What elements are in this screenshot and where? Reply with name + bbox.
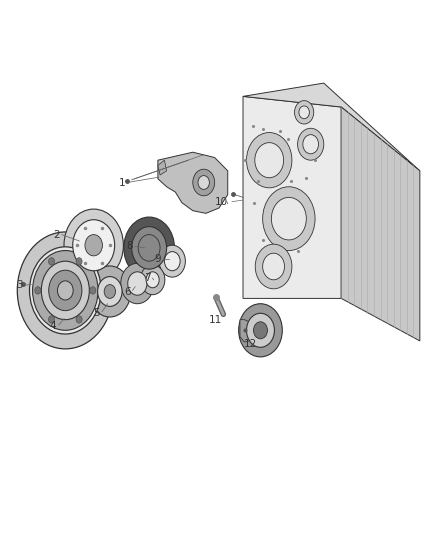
Circle shape bbox=[124, 217, 174, 279]
Polygon shape bbox=[158, 152, 228, 213]
Circle shape bbox=[254, 322, 268, 339]
Text: 11: 11 bbox=[209, 314, 222, 325]
Circle shape bbox=[76, 316, 82, 323]
Text: 8: 8 bbox=[127, 241, 133, 251]
Circle shape bbox=[164, 252, 180, 271]
Circle shape bbox=[132, 227, 166, 269]
Text: 5: 5 bbox=[93, 308, 100, 318]
Circle shape bbox=[104, 285, 116, 298]
Circle shape bbox=[89, 266, 131, 317]
Text: 2: 2 bbox=[53, 230, 60, 240]
Text: 10: 10 bbox=[215, 197, 228, 207]
Circle shape bbox=[41, 261, 89, 320]
Circle shape bbox=[141, 265, 165, 295]
Polygon shape bbox=[158, 160, 166, 175]
Text: 1: 1 bbox=[119, 177, 125, 188]
Text: 4: 4 bbox=[50, 321, 57, 331]
Circle shape bbox=[49, 316, 55, 323]
Circle shape bbox=[146, 272, 159, 288]
Circle shape bbox=[138, 235, 160, 261]
Circle shape bbox=[247, 133, 292, 188]
Circle shape bbox=[29, 247, 101, 334]
Circle shape bbox=[57, 281, 73, 300]
Text: 9: 9 bbox=[155, 254, 161, 263]
Circle shape bbox=[255, 143, 284, 177]
Circle shape bbox=[263, 253, 285, 280]
Polygon shape bbox=[341, 107, 420, 341]
Circle shape bbox=[32, 251, 98, 330]
Text: 12: 12 bbox=[244, 338, 257, 349]
Circle shape bbox=[17, 232, 113, 349]
Circle shape bbox=[299, 106, 309, 119]
Text: 3: 3 bbox=[16, 280, 22, 290]
Circle shape bbox=[263, 187, 315, 251]
Circle shape bbox=[98, 277, 122, 306]
Text: 6: 6 bbox=[124, 287, 131, 297]
Circle shape bbox=[85, 235, 102, 256]
Circle shape bbox=[303, 135, 318, 154]
Circle shape bbox=[159, 245, 185, 277]
Polygon shape bbox=[243, 96, 341, 298]
Polygon shape bbox=[243, 83, 420, 171]
Circle shape bbox=[90, 287, 96, 294]
Circle shape bbox=[35, 287, 41, 294]
Text: 7: 7 bbox=[144, 273, 151, 283]
Circle shape bbox=[297, 128, 324, 160]
Circle shape bbox=[239, 304, 283, 357]
Circle shape bbox=[49, 270, 82, 311]
Circle shape bbox=[255, 244, 292, 289]
Circle shape bbox=[76, 257, 82, 265]
Circle shape bbox=[198, 175, 209, 189]
Circle shape bbox=[64, 209, 124, 281]
Circle shape bbox=[294, 101, 314, 124]
Circle shape bbox=[73, 220, 115, 271]
Circle shape bbox=[121, 263, 154, 304]
Circle shape bbox=[247, 313, 275, 348]
Polygon shape bbox=[240, 320, 252, 342]
Circle shape bbox=[193, 169, 215, 196]
Circle shape bbox=[272, 197, 306, 240]
Circle shape bbox=[128, 272, 147, 295]
Circle shape bbox=[49, 257, 55, 265]
